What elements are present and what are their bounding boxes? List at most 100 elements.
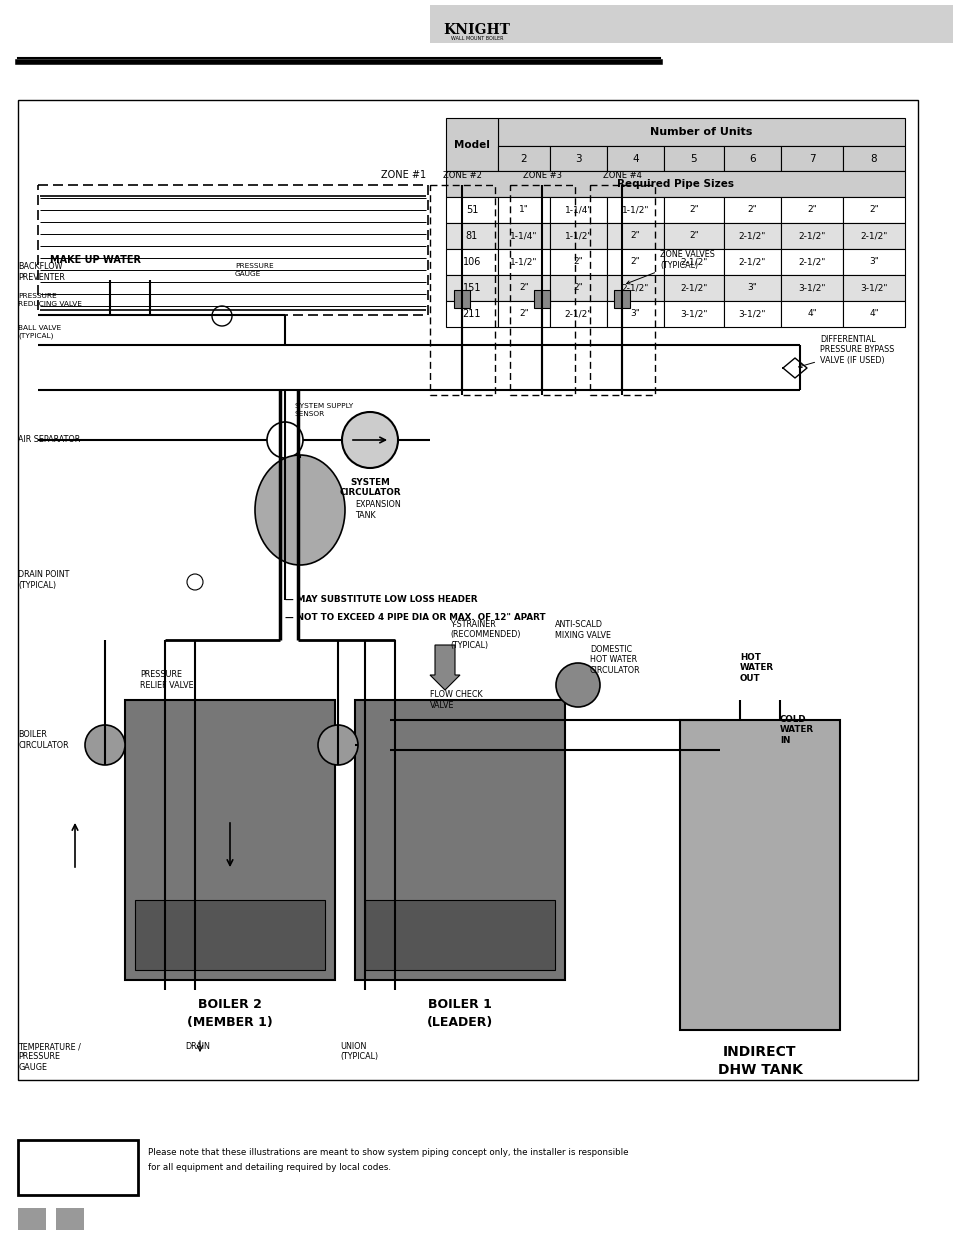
Text: 151: 151 bbox=[462, 283, 480, 293]
Text: Y-STRAINER
(RECOMMENDED)
(TYPICAL): Y-STRAINER (RECOMMENDED) (TYPICAL) bbox=[450, 620, 520, 650]
Bar bbox=[663, 198, 723, 224]
Bar bbox=[446, 249, 497, 275]
Bar bbox=[446, 301, 497, 327]
Text: 2": 2" bbox=[518, 284, 528, 293]
Text: 2": 2" bbox=[868, 205, 878, 215]
Bar bbox=[606, 198, 663, 224]
Text: PRESSURE
REDUCING VALVE: PRESSURE REDUCING VALVE bbox=[18, 294, 82, 306]
Text: ANTI-SCALD
MIXING VALVE: ANTI-SCALD MIXING VALVE bbox=[555, 620, 610, 640]
Bar bbox=[446, 119, 497, 170]
Bar bbox=[842, 275, 904, 301]
Bar bbox=[135, 900, 325, 969]
Text: 3": 3" bbox=[868, 258, 878, 267]
Text: MAKE UP WATER: MAKE UP WATER bbox=[50, 254, 141, 266]
Text: 3: 3 bbox=[575, 153, 581, 163]
Text: 2": 2" bbox=[573, 258, 583, 267]
Bar bbox=[18, 1208, 46, 1230]
Bar bbox=[679, 720, 840, 1030]
Text: EXPANSION
TANK: EXPANSION TANK bbox=[355, 500, 400, 520]
Text: 1-1/2": 1-1/2" bbox=[621, 205, 649, 215]
Text: INDIRECT: INDIRECT bbox=[722, 1045, 796, 1058]
Text: DHW TANK: DHW TANK bbox=[717, 1063, 801, 1077]
Circle shape bbox=[267, 422, 303, 458]
Text: 2": 2" bbox=[747, 205, 757, 215]
Text: SYSTEM
CIRCULATOR: SYSTEM CIRCULATOR bbox=[339, 478, 400, 498]
Bar bbox=[534, 290, 550, 308]
Bar bbox=[606, 146, 663, 170]
Text: PRESSURE
RELIEF VALVE: PRESSURE RELIEF VALVE bbox=[140, 671, 193, 689]
Text: ZONE #1: ZONE #1 bbox=[380, 170, 426, 180]
Text: ZONE #4: ZONE #4 bbox=[602, 170, 641, 180]
Text: 2-1/2": 2-1/2" bbox=[679, 284, 707, 293]
Text: BOILER 2: BOILER 2 bbox=[198, 998, 262, 1011]
Text: 1-1/2": 1-1/2" bbox=[564, 231, 592, 241]
Bar bbox=[446, 198, 497, 224]
Bar bbox=[446, 275, 497, 301]
Text: 6: 6 bbox=[748, 153, 755, 163]
Text: DRAIN POINT
(TYPICAL): DRAIN POINT (TYPICAL) bbox=[18, 571, 70, 589]
Text: 2-1/2": 2-1/2" bbox=[738, 258, 765, 267]
Bar bbox=[497, 146, 550, 170]
Bar bbox=[723, 301, 781, 327]
Text: 1-1/4": 1-1/4" bbox=[564, 205, 592, 215]
Circle shape bbox=[85, 725, 125, 764]
Bar bbox=[446, 224, 497, 249]
Bar bbox=[781, 301, 842, 327]
Bar bbox=[589, 185, 655, 395]
Text: SYSTEM SUPPLY
SENSOR: SYSTEM SUPPLY SENSOR bbox=[294, 404, 353, 416]
Text: UNION
(TYPICAL): UNION (TYPICAL) bbox=[339, 1042, 377, 1061]
Bar bbox=[38, 185, 428, 315]
Bar bbox=[663, 146, 723, 170]
Text: 2": 2" bbox=[688, 231, 699, 241]
Text: 3-1/2": 3-1/2" bbox=[679, 310, 707, 319]
Text: BALL VALVE
(TYPICAL): BALL VALVE (TYPICAL) bbox=[18, 325, 61, 338]
Text: HOT
WATER
OUT: HOT WATER OUT bbox=[740, 653, 773, 683]
Text: Number of Units: Number of Units bbox=[650, 127, 752, 137]
Circle shape bbox=[341, 412, 397, 468]
Bar bbox=[606, 301, 663, 327]
Bar bbox=[497, 275, 550, 301]
Bar bbox=[606, 249, 663, 275]
Bar bbox=[550, 301, 606, 327]
Text: 1-1/2": 1-1/2" bbox=[510, 258, 537, 267]
Text: 1-1/4": 1-1/4" bbox=[510, 231, 537, 241]
Text: 2": 2" bbox=[518, 310, 528, 319]
Text: 2": 2" bbox=[573, 284, 583, 293]
Text: 3-1/2": 3-1/2" bbox=[860, 284, 887, 293]
Text: BOILER 1: BOILER 1 bbox=[428, 998, 492, 1011]
Bar bbox=[510, 185, 575, 395]
Text: 81: 81 bbox=[465, 231, 477, 241]
Text: DRAIN: DRAIN bbox=[185, 1042, 210, 1051]
Text: 51: 51 bbox=[465, 205, 477, 215]
Text: (LEADER): (LEADER) bbox=[426, 1016, 493, 1029]
Text: PRESSURE
GAUGE: PRESSURE GAUGE bbox=[234, 263, 274, 277]
Bar bbox=[365, 900, 555, 969]
Bar bbox=[550, 224, 606, 249]
Text: ZONE #3: ZONE #3 bbox=[522, 170, 561, 180]
Text: 2-1/2": 2-1/2" bbox=[621, 284, 648, 293]
Text: 2-1/2": 2-1/2" bbox=[860, 231, 886, 241]
Text: 2-1/2": 2-1/2" bbox=[798, 231, 825, 241]
Bar bbox=[430, 5, 953, 43]
Circle shape bbox=[212, 306, 232, 326]
Bar bbox=[497, 198, 550, 224]
Text: 7: 7 bbox=[808, 153, 815, 163]
Text: DOMESTIC
HOT WATER
CIRCULATOR: DOMESTIC HOT WATER CIRCULATOR bbox=[589, 645, 640, 674]
Text: 2": 2" bbox=[688, 205, 699, 215]
Bar bbox=[497, 249, 550, 275]
Text: TEMPERATURE /
PRESSURE
GAUGE: TEMPERATURE / PRESSURE GAUGE bbox=[18, 1042, 81, 1072]
Text: DIFFERENTIAL
PRESSURE BYPASS
VALVE (IF USED): DIFFERENTIAL PRESSURE BYPASS VALVE (IF U… bbox=[798, 335, 893, 368]
Text: 2-1/2": 2-1/2" bbox=[738, 231, 765, 241]
Bar bbox=[497, 119, 904, 146]
Bar bbox=[781, 146, 842, 170]
Circle shape bbox=[556, 663, 599, 706]
Text: for all equipment and detailing required by local codes.: for all equipment and detailing required… bbox=[148, 1163, 391, 1172]
Text: 106: 106 bbox=[462, 257, 480, 267]
Bar bbox=[663, 275, 723, 301]
Text: Required Pipe Sizes: Required Pipe Sizes bbox=[617, 179, 733, 189]
Bar bbox=[723, 275, 781, 301]
Ellipse shape bbox=[254, 454, 345, 564]
Bar bbox=[550, 198, 606, 224]
Text: — NOT TO EXCEED 4 PIPE DIA OR MAX. OF 12" APART: — NOT TO EXCEED 4 PIPE DIA OR MAX. OF 12… bbox=[285, 614, 545, 622]
Bar bbox=[430, 185, 495, 395]
